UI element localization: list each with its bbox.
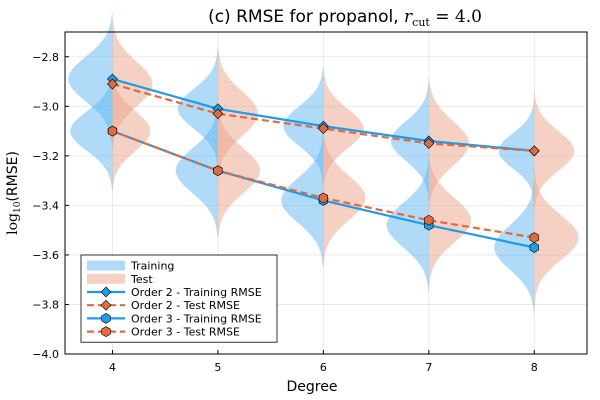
violin-left-3 — [175, 103, 218, 238]
x-tick-label-3: 7 — [425, 361, 432, 374]
violin-right-7 — [428, 153, 471, 288]
legend-label-3: Order 2 - Test RMSE — [131, 299, 240, 312]
violin-left-4 — [283, 66, 324, 186]
chart-title: (c) RMSE for propanol, rcut = 4.0 — [208, 7, 482, 29]
series-3-point-0 — [107, 125, 118, 137]
series-2-point-4 — [529, 242, 539, 253]
y-axis-title-text: (RMSE) — [5, 151, 21, 201]
legend-label-0: Training — [130, 260, 174, 273]
plot-border — [64, 31, 588, 355]
x-tick-labels: 4 5 6 7 8 — [109, 361, 538, 374]
x-tick-label-2: 6 — [320, 361, 327, 374]
legend-label-2: Order 2 - Training RMSE — [131, 286, 262, 299]
series-3-point-2 — [318, 192, 328, 204]
x-tick-label-4: 8 — [531, 361, 538, 374]
chart-title-text: (c) RMSE for propanol, — [208, 7, 404, 27]
y-tick-label-2: −3.6 — [32, 249, 59, 262]
x-tick-label-0: 4 — [109, 361, 116, 374]
series-1-point-4 — [528, 145, 540, 157]
x-axis-title: Degree — [287, 379, 338, 395]
y-tick-label-5: −3.0 — [32, 100, 59, 113]
violin-right-1 — [112, 71, 151, 191]
y-tick-label-0: −4.0 — [32, 348, 59, 361]
violin-left-5 — [281, 133, 324, 268]
y-tick-label-1: −3.8 — [32, 298, 59, 311]
y-tick-labels: −4.0 −3.8 −3.6 −3.4 −3.2 −3.0 −2.8 — [32, 51, 59, 361]
legend-marker-4 — [101, 313, 111, 324]
chart-title-math: r — [404, 7, 413, 27]
violin-right-3 — [217, 103, 261, 238]
y-tick-label-4: −3.2 — [32, 150, 59, 163]
chart-title-group: (c) RMSE for propanol, rcut = 4.0 — [208, 7, 482, 29]
violin-left-7 — [386, 158, 429, 293]
violins — [68, 12, 579, 315]
plot-frame — [64, 31, 588, 355]
y-axis-title: log10(RMSE) — [5, 151, 23, 235]
series-line-1 — [112, 82, 535, 152]
chart-title-math-sub: cut — [412, 16, 430, 29]
series-1-point-1 — [212, 108, 224, 120]
violin-left-1 — [70, 71, 113, 191]
legend-marker-3 — [100, 299, 112, 311]
y-axis-title-sub: 10 — [13, 201, 23, 213]
violin-right-5 — [323, 131, 366, 265]
violin-left-8 — [498, 98, 535, 203]
y-tick-label-6: −2.8 — [32, 51, 59, 64]
y-tick-label-3: −3.4 — [32, 199, 59, 212]
legend-label-5: Order 3 - Test RMSE — [131, 326, 240, 339]
legend-marker-2 — [100, 286, 112, 298]
x-tick-label-1: 5 — [214, 361, 221, 374]
series-3-point-4 — [529, 232, 539, 243]
legend-swatch-0 — [87, 260, 125, 271]
legend-swatch-1 — [87, 273, 125, 284]
series-lines — [107, 73, 540, 253]
chart-title-math-rest: = 4.0 — [430, 7, 482, 27]
legend-label-1: Test — [130, 273, 153, 286]
y-axis-title-log: log — [5, 213, 21, 235]
violin-right-8 — [534, 91, 575, 211]
violin-right-9 — [534, 170, 579, 305]
legend-marker-5 — [101, 326, 111, 337]
series-3-point-3 — [424, 214, 434, 226]
series-1-point-0 — [107, 78, 118, 90]
violin-left-9 — [494, 180, 535, 315]
series-1-point-2 — [317, 123, 329, 135]
series-3-point-1 — [213, 165, 223, 177]
legend-label-4: Order 3 - Training RMSE — [131, 312, 262, 325]
series-1-point-3 — [423, 138, 435, 149]
